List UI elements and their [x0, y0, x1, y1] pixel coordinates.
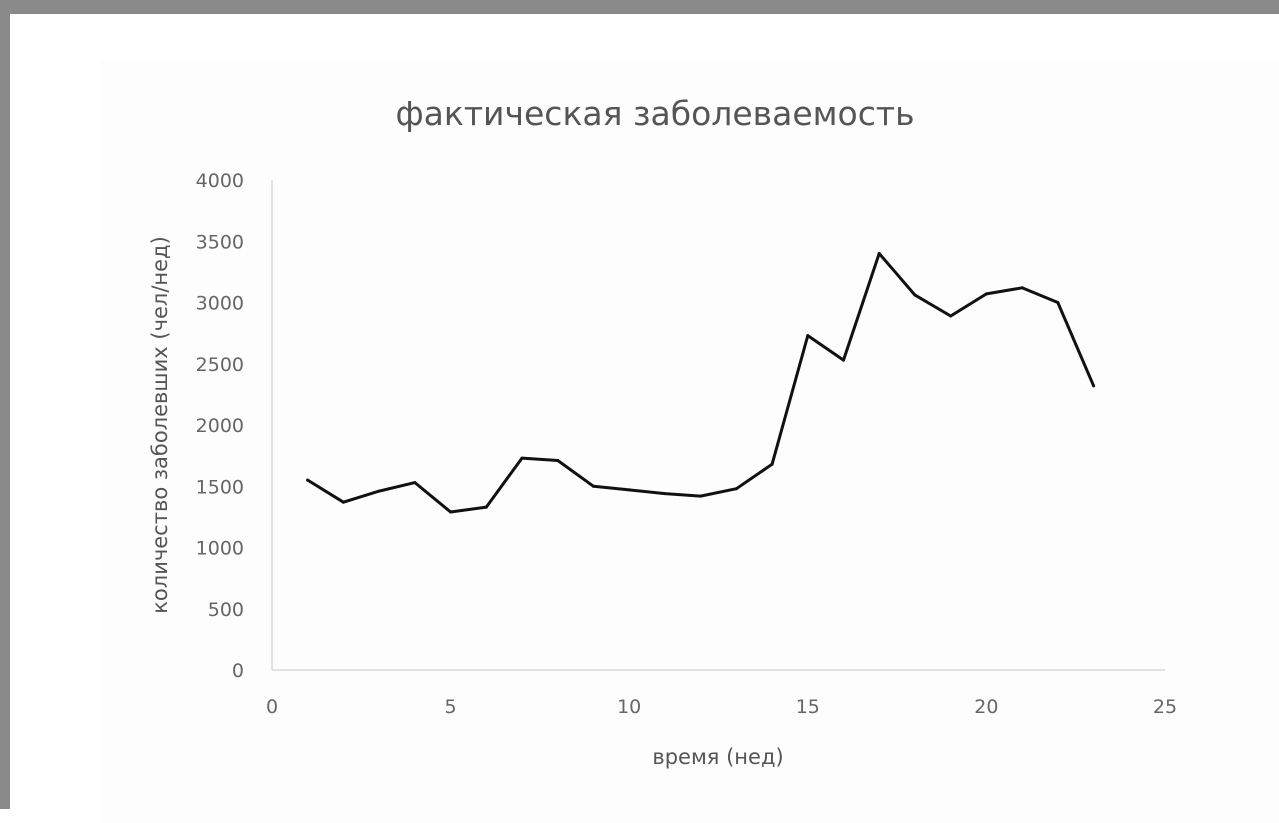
- y-tick-label: 4000: [196, 170, 244, 192]
- data-point: [842, 358, 845, 362]
- y-tick-label: 1000: [196, 538, 244, 560]
- data-point: [556, 459, 560, 462]
- chart-title: фактическая заболеваемость: [395, 94, 914, 133]
- y-tick-label: 3500: [196, 231, 244, 253]
- x-tick-label: 25: [1153, 696, 1177, 718]
- data-point: [806, 334, 810, 338]
- data-point: [913, 293, 917, 297]
- y-tick-label: 3000: [196, 293, 244, 315]
- data-point: [520, 456, 524, 460]
- data-point: [663, 492, 667, 496]
- data-point: [484, 505, 488, 509]
- x-axis-ticks: 0 5 10 15 20 25: [266, 696, 1177, 718]
- data-point: [306, 478, 310, 482]
- x-tick-label: 20: [974, 696, 998, 718]
- axes: [271, 180, 1165, 671]
- y-axis-ticks: 0 500 1000 1500 2000 2500 3000 3500 4000: [196, 170, 244, 682]
- data-point: [627, 488, 631, 492]
- y-tick-label: 1500: [196, 476, 244, 498]
- x-tick-label: 15: [796, 696, 820, 718]
- y-tick-label: 2000: [196, 415, 244, 437]
- data-point: [377, 489, 381, 493]
- data-point: [1020, 286, 1024, 290]
- data-point: [984, 292, 988, 296]
- x-tick-label: 10: [617, 696, 641, 718]
- data-point: [877, 252, 881, 255]
- data-point: [592, 484, 595, 488]
- data-point: [1056, 301, 1060, 304]
- data-point: [770, 462, 774, 466]
- data-point: [734, 487, 738, 491]
- data-point: [341, 500, 345, 504]
- y-tick-label: 2500: [196, 354, 244, 376]
- data-point: [449, 510, 453, 514]
- data-point: [949, 314, 953, 318]
- chart-area: [100, 59, 1279, 823]
- data-point: [413, 481, 417, 485]
- series-group: [306, 252, 1096, 514]
- x-axis-label: время (нед): [652, 745, 783, 769]
- data-point: [1092, 384, 1096, 388]
- data-point: [699, 494, 703, 498]
- y-axis-label: количество заболевших (чел/нед): [148, 236, 172, 614]
- y-tick-label: 500: [208, 599, 244, 621]
- series-line: [306, 252, 1096, 514]
- x-tick-label: 0: [266, 696, 278, 718]
- x-tick-label: 5: [445, 696, 457, 718]
- y-tick-label: 0: [232, 660, 244, 682]
